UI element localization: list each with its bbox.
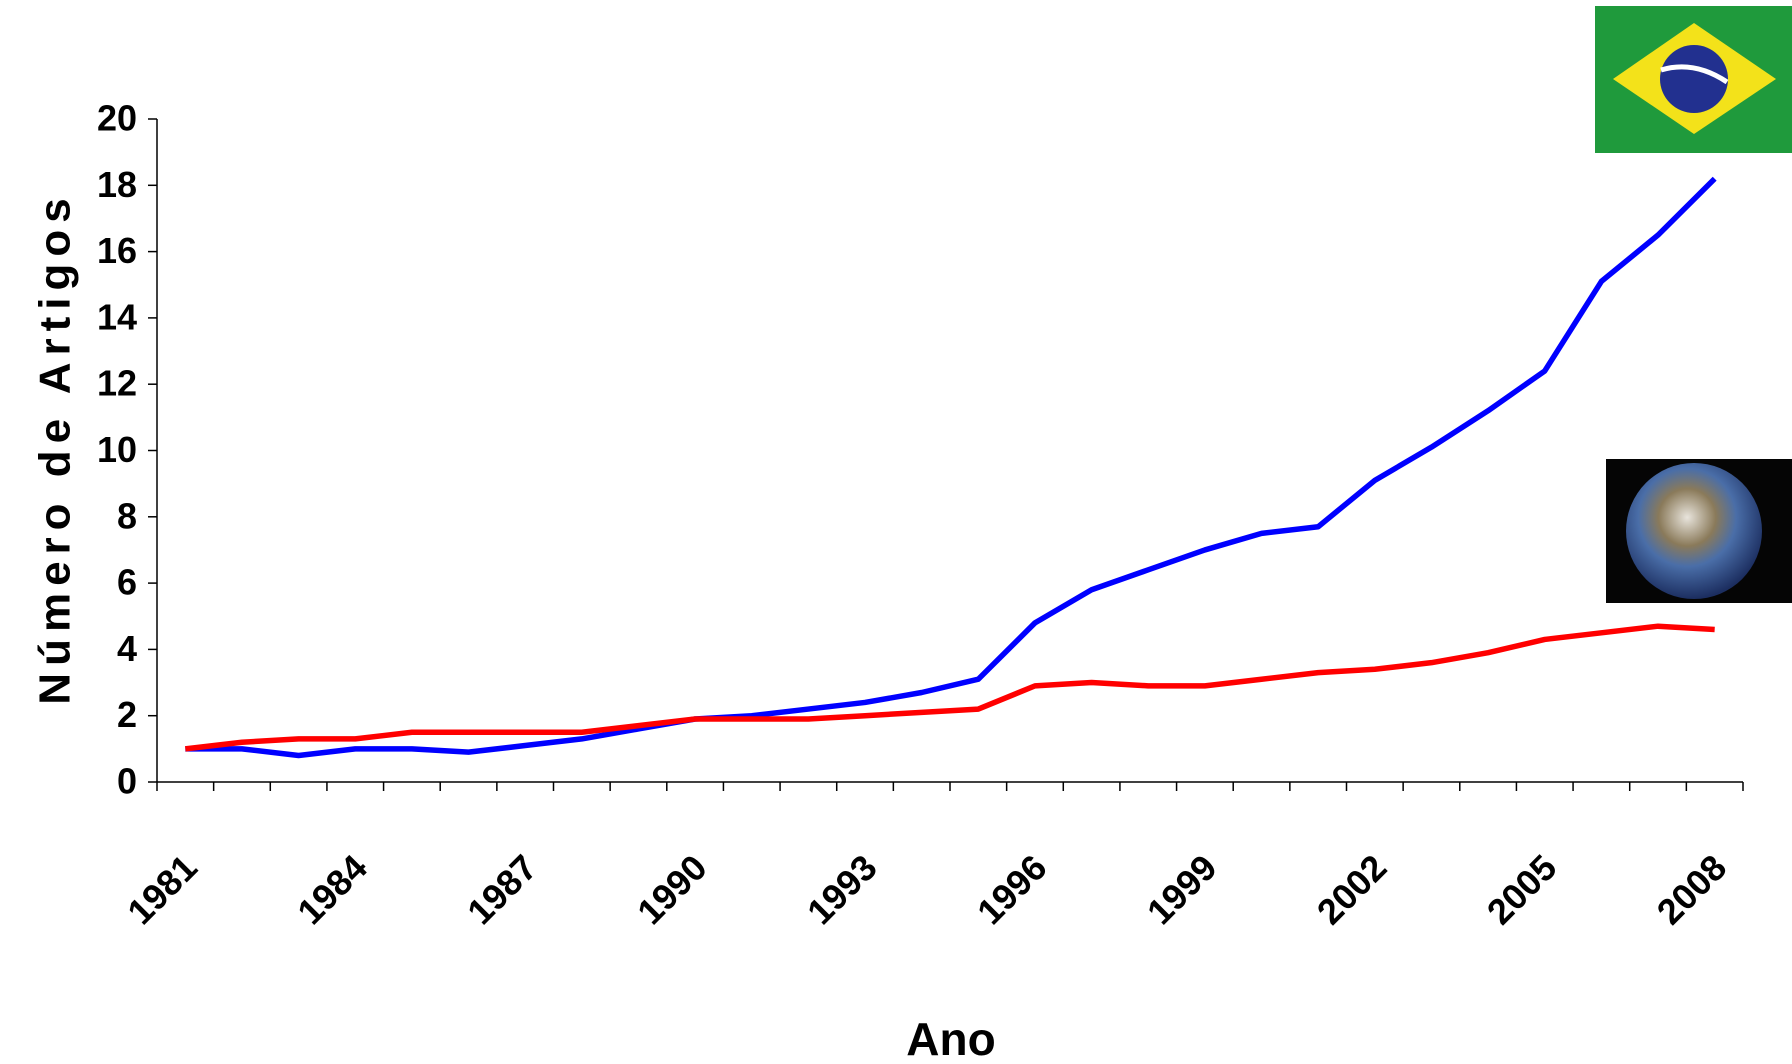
x-tick-label: 1987 [459, 847, 545, 933]
y-tick-label: 20 [97, 98, 137, 139]
x-tick-label: 1990 [629, 847, 715, 933]
y-tick-label: 2 [117, 694, 137, 735]
earth-image [1606, 459, 1792, 603]
y-tick-label: 0 [117, 761, 137, 802]
x-tick-label: 1984 [289, 847, 375, 933]
x-tick-label: 1981 [119, 847, 205, 933]
y-tick-label: 16 [97, 230, 137, 271]
series-line [185, 176, 1717, 759]
x-tick-label: 1996 [969, 847, 1055, 933]
y-tick-label: 14 [97, 296, 137, 337]
y-tick-label: 18 [97, 164, 137, 205]
x-axis-title: Ano [906, 1013, 995, 1064]
y-tick-label: 10 [97, 429, 137, 470]
y-tick-label: 8 [117, 495, 137, 536]
brazil-flag [1595, 6, 1792, 153]
x-tick-label: 2002 [1309, 847, 1395, 933]
series-line [185, 623, 1715, 752]
y-tick-label: 4 [117, 628, 137, 669]
x-tick-label: 2005 [1479, 847, 1565, 933]
x-tick-label: 1999 [1139, 847, 1225, 933]
y-axis-title: Número de Artigos [31, 191, 80, 704]
y-tick-label: 12 [97, 363, 137, 404]
x-tick-label: 1993 [799, 847, 885, 933]
y-tick-label: 6 [117, 562, 137, 603]
x-tick-label: 2008 [1649, 847, 1735, 933]
